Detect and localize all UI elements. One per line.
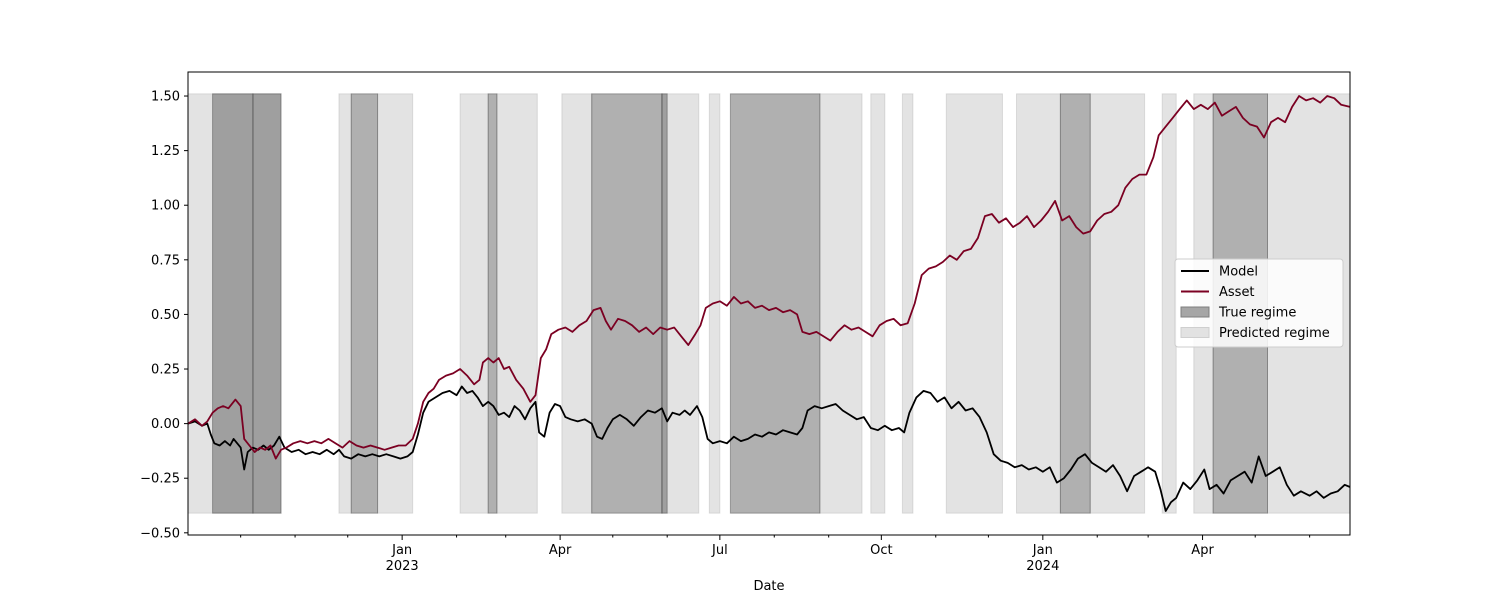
series-lines [187, 95, 1351, 512]
y-tick-label: 1.25 [151, 144, 180, 159]
predicted-regime-span [338, 93, 352, 514]
legend: Model Asset True regime Predicted regime [1174, 258, 1344, 348]
predicted-regime-span [459, 93, 489, 514]
legend-box [1174, 258, 1344, 348]
series-line-asset [187, 95, 1351, 460]
y-tick-label: 0.25 [151, 363, 180, 378]
x-tick-label: Jan [1032, 543, 1053, 558]
legend-label: Model [1219, 265, 1258, 280]
true-regime-span [591, 93, 663, 514]
true-regime-span [350, 93, 379, 514]
predicted-regime-span [561, 93, 593, 514]
x-tick-year-label: 2024 [1026, 559, 1059, 574]
x-tick-year-label: 2023 [386, 559, 419, 574]
legend-swatch-patch [1180, 306, 1210, 318]
y-tick-label: −0.50 [140, 526, 180, 541]
plot-frame [187, 71, 1351, 536]
true-regime-span [661, 93, 668, 514]
true-regime-span [487, 93, 498, 514]
x-tick-label: Apr [1191, 543, 1214, 558]
predicted-regime-span [187, 93, 282, 514]
predicted-regime-span [377, 93, 414, 514]
predicted-regime-span [1089, 93, 1146, 514]
x-axis-label: Date [753, 579, 784, 594]
y-tick-label: 1.50 [151, 90, 180, 105]
predicted-regime-span [945, 93, 1003, 514]
y-tick-label: 1.00 [151, 199, 180, 214]
y-tick-label: 0.75 [151, 253, 180, 268]
predicted-regime-span [496, 93, 538, 514]
true-regime-span [729, 93, 821, 514]
y-axis: −0.50 −0.25 0.00 0.25 0.50 0.75 1.00 1.25 1.50 [140, 90, 188, 541]
legend-label: Predicted regime [1219, 326, 1330, 341]
true-regime-span [1059, 93, 1091, 514]
true-regime-span [212, 93, 254, 514]
legend-label: Asset [1219, 285, 1255, 300]
series-line-model [187, 385, 1351, 512]
legend-label: True regime [1218, 306, 1296, 321]
y-tick-label: 0.50 [151, 308, 180, 323]
predicted-regime-span [661, 93, 700, 514]
y-tick-label: −0.25 [140, 472, 180, 487]
predicted-regime-span [819, 93, 863, 514]
predicted-regime-span [1015, 93, 1061, 514]
predicted-regime-span [870, 93, 886, 514]
x-tick-label: Apr [549, 543, 572, 558]
predicted-regime-span [901, 93, 914, 514]
x-tick-label: Oct [870, 543, 892, 558]
predicted-regime-span [1161, 93, 1177, 514]
y-tick-label: 0.00 [151, 417, 180, 432]
legend-swatch-patch [1180, 327, 1210, 338]
x-tick-label: Jul [711, 543, 728, 558]
x-tick-label: Jan [391, 543, 412, 558]
